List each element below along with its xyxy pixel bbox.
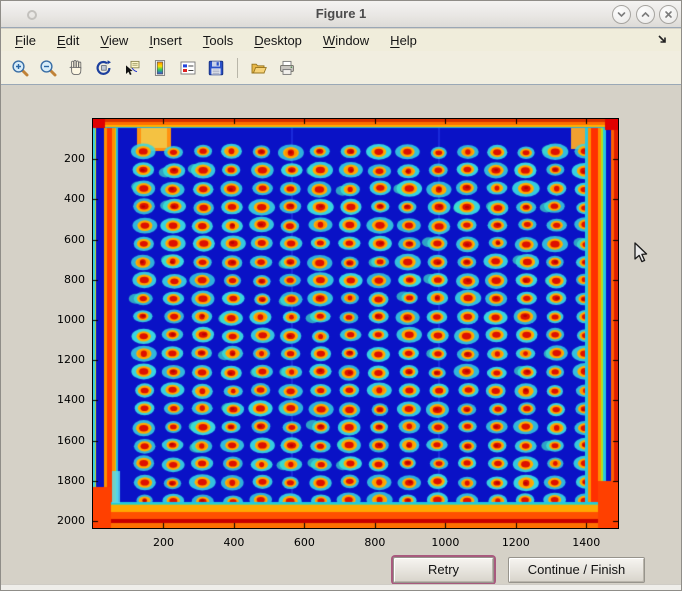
close-icon — [665, 11, 672, 18]
y-tick-label: 1200 — [57, 353, 85, 367]
mouse-cursor — [634, 242, 650, 269]
print-icon — [280, 60, 294, 75]
menu-edit[interactable]: Edit — [56, 32, 80, 48]
x-tick-label: 1400 — [572, 536, 601, 549]
rotate-3d-button[interactable] — [93, 57, 115, 79]
menu-window[interactable]: Window — [322, 32, 370, 48]
y-tick-label: 800 — [64, 272, 85, 286]
y-tick-label: 1400 — [57, 393, 85, 407]
x-tick-label: 800 — [364, 536, 386, 549]
toolbar-separator — [237, 57, 238, 78]
pan-hand-icon — [69, 59, 82, 75]
data-cursor-button[interactable] — [121, 57, 143, 79]
menu-view[interactable]: View — [100, 32, 129, 48]
colorbar-icon — [154, 59, 166, 76]
plot-area — [92, 118, 619, 529]
y-tick-label: 1000 — [57, 312, 85, 326]
zoom-in-button[interactable] — [9, 57, 31, 79]
x-tick-label: 200 — [152, 536, 174, 549]
title-bar[interactable]: Figure 1 — [1, 1, 681, 28]
menu-desktop[interactable]: Desktop — [254, 32, 302, 48]
menu-tools[interactable]: Tools — [202, 32, 234, 48]
print-button[interactable] — [276, 57, 298, 79]
window-bottom-edge — [1, 584, 681, 590]
menu-insert[interactable]: Insert — [149, 32, 182, 48]
y-tick-label: 1800 — [57, 473, 85, 487]
minimize-button[interactable] — [612, 5, 631, 24]
legend-icon — [180, 61, 196, 74]
window-title: Figure 1 — [315, 6, 367, 21]
maximize-button[interactable] — [636, 5, 655, 24]
figure-toolbar — [1, 51, 681, 85]
chevron-down-icon — [617, 12, 626, 18]
zoom-in-icon — [12, 59, 29, 76]
menu-help[interactable]: Help — [390, 32, 417, 48]
heatmap-image[interactable] — [93, 119, 618, 528]
rotate-3d-icon — [96, 59, 111, 75]
y-tick-label: 200 — [64, 152, 85, 166]
save-button[interactable] — [205, 57, 227, 79]
x-tick-label: 400 — [223, 536, 245, 549]
x-tick-label: 600 — [293, 536, 315, 549]
x-tick-label: 1000 — [431, 536, 460, 549]
zoom-out-icon — [40, 59, 57, 76]
y-tick-label: 400 — [64, 192, 85, 206]
y-tick-label: 1600 — [57, 433, 85, 447]
window-menu-icon[interactable] — [27, 10, 37, 20]
continue-finish-button[interactable]: Continue / Finish — [508, 557, 645, 583]
data-cursor-icon — [126, 60, 140, 75]
open-button[interactable] — [248, 57, 270, 79]
close-button[interactable] — [659, 5, 678, 24]
chevron-up-icon — [641, 11, 650, 17]
dock-arrow-icon[interactable] — [657, 33, 669, 51]
save-icon — [208, 60, 224, 75]
menu-bar: File Edit View Insert Tools Desktop Window Help — [1, 29, 681, 51]
pan-button[interactable] — [65, 57, 87, 79]
x-tick-label: 1200 — [501, 536, 530, 549]
y-tick-label: 2000 — [57, 513, 85, 527]
zoom-out-button[interactable] — [37, 57, 59, 79]
y-tick-label: 600 — [64, 232, 85, 246]
menu-file[interactable]: File — [15, 32, 36, 48]
legend-button[interactable] — [177, 57, 199, 79]
open-folder-icon — [251, 63, 267, 73]
retry-button[interactable]: Retry — [393, 557, 494, 583]
colorbar-button[interactable] — [149, 57, 171, 79]
